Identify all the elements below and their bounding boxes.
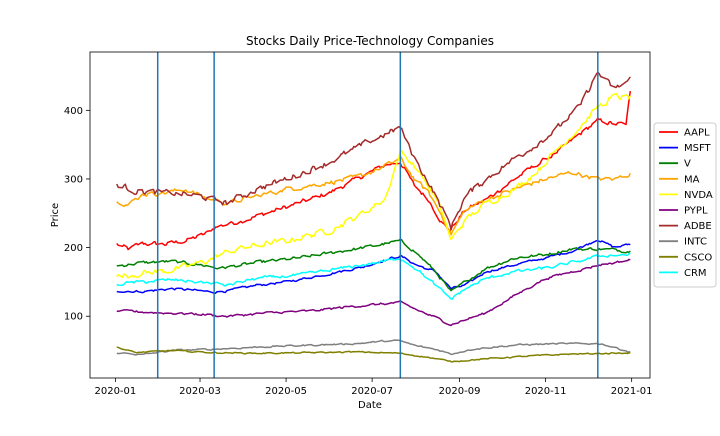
plot-frame: [89, 51, 651, 379]
series-line-intc: [116, 339, 631, 356]
legend-label-intc: INTC: [684, 237, 707, 248]
x-axis-label: Date: [358, 400, 382, 411]
series-line-nvda: [116, 92, 631, 279]
y-tick-label: 100: [64, 312, 83, 323]
plot-lines: [116, 71, 632, 363]
x-axis: 2020-01 2020-03 2020-05 2020-07 2020-09 2020-…: [94, 378, 653, 397]
x-tick-label: 2020-07: [351, 386, 393, 397]
series-line-adbe: [116, 71, 631, 231]
legend-label-ma: MA: [684, 174, 700, 185]
series-line-ma: [116, 155, 631, 236]
legend-label-nvda: NVDA: [684, 190, 713, 201]
series-line-aapl: [116, 90, 632, 251]
legend-label-pypl: PYPL: [684, 206, 708, 217]
legend-label-aapl: AAPL: [684, 128, 710, 139]
chart-title: Stocks Daily Price-Technology Companies: [246, 34, 494, 48]
x-tick-label: 2020-03: [179, 386, 221, 397]
y-tick-label: 200: [64, 243, 83, 254]
legend-label-csco: CSCO: [684, 252, 712, 263]
legend-label-adbe: ADBE: [684, 221, 712, 232]
series-line-v: [116, 238, 631, 292]
x-tick-label: 2020-05: [265, 386, 307, 397]
y-tick-label: 400: [64, 106, 83, 117]
series-line-crm: [116, 252, 631, 300]
vertical-markers: [156, 52, 599, 378]
y-axis: 100 200 300 400: [64, 106, 90, 323]
legend-label-crm: CRM: [684, 268, 707, 279]
y-tick-label: 300: [64, 174, 83, 185]
x-tick-label: 2020-11: [525, 386, 567, 397]
x-tick-label: 2021-01: [611, 386, 653, 397]
legend: AAPL MSFT V MA NVDA PYPL ADBE INTC CSCO CRM: [653, 122, 717, 288]
legend-label-v: V: [684, 159, 691, 170]
x-tick-label: 2020-01: [94, 386, 136, 397]
series-line-pypl: [116, 258, 631, 327]
x-tick-label: 2020-09: [439, 386, 481, 397]
series-line-csco: [116, 346, 631, 363]
legend-label-msft: MSFT: [684, 143, 712, 154]
y-axis-label: Price: [50, 203, 61, 227]
